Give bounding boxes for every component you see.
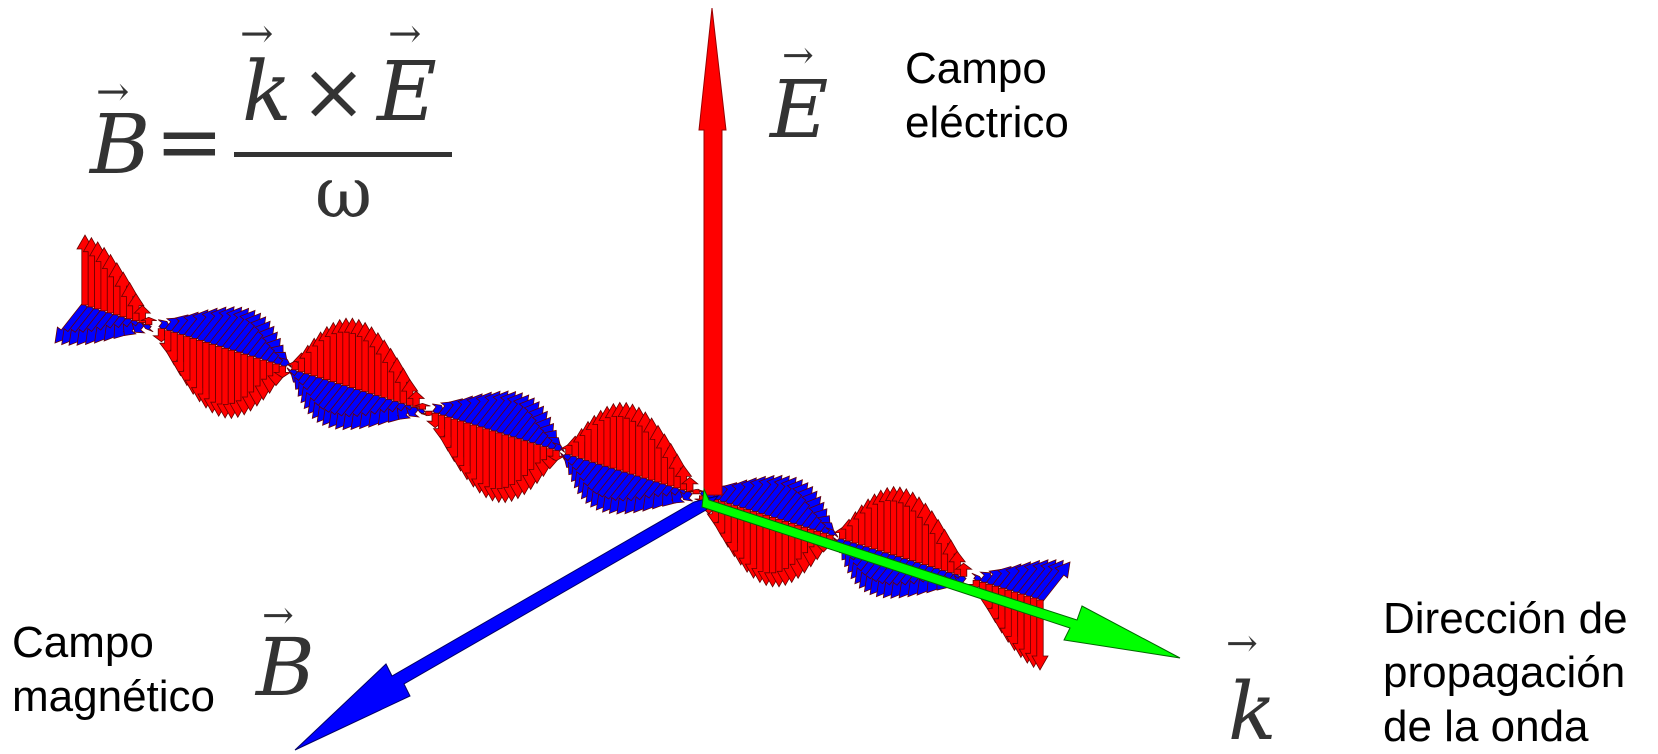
e-axis-vector-arrow: → bbox=[782, 33, 814, 77]
electric-field-arrow bbox=[948, 550, 967, 575]
k-axis-label-line-2: propagación bbox=[1383, 648, 1626, 697]
b-axis-label: Campo magnético bbox=[12, 616, 215, 724]
formula-lhs-vector-arrow: → bbox=[96, 69, 130, 115]
electric-field-arrow bbox=[414, 402, 431, 410]
electric-field-arrow bbox=[954, 562, 973, 577]
propagation-axis-arrow bbox=[701, 487, 1181, 659]
electric-field-arrow bbox=[546, 450, 566, 462]
formula-denominator: ω bbox=[315, 152, 373, 234]
electric-field-axis-arrow bbox=[698, 7, 727, 496]
formula-lhs: B bbox=[90, 105, 150, 187]
magnetic-field-arrow bbox=[825, 527, 839, 538]
formula-b-symbol: B bbox=[90, 98, 151, 193]
electric-field-arrow bbox=[127, 292, 145, 322]
magnetic-field-arrow bbox=[1036, 561, 1071, 603]
k-axis-label-line-3: de la onda bbox=[1383, 702, 1589, 751]
electric-field-arrow bbox=[273, 365, 292, 379]
formula-times: × bbox=[300, 45, 368, 138]
formula-fraction-bar bbox=[234, 152, 452, 157]
formula-e-vector-arrow: → bbox=[388, 11, 422, 57]
electric-field-arrow bbox=[680, 476, 699, 493]
k-axis-label-line-1: Dirección de bbox=[1383, 594, 1628, 643]
b-axis-label-line-2: magnético bbox=[12, 672, 216, 721]
magnetic-field-arrow bbox=[140, 321, 154, 333]
e-axis-label: Campo eléctrico bbox=[905, 42, 1069, 150]
magnetic-field-arrow bbox=[679, 489, 693, 502]
electric-field-arrow bbox=[674, 464, 693, 491]
e-axis-label-line-2: eléctrico bbox=[905, 98, 1069, 147]
b-axis-label-line-1: Campo bbox=[12, 618, 154, 667]
formula-k-vector-arrow: → bbox=[240, 11, 274, 57]
e-axis-symbol: E bbox=[770, 63, 829, 156]
magnetic-field-arrow bbox=[552, 442, 566, 454]
electric-field-arrow bbox=[400, 378, 419, 406]
magnetic-field-axis-arrow bbox=[294, 495, 720, 751]
k-axis-symbol: k bbox=[1228, 665, 1277, 754]
k-axis-vector-arrow: → bbox=[1226, 621, 1258, 665]
e-axis-label-line-1: Campo bbox=[905, 44, 1047, 93]
b-axis-symbol: B bbox=[256, 621, 315, 714]
electric-field-arrow bbox=[407, 390, 426, 408]
k-axis-label: Dirección de propagación de la onda bbox=[1383, 592, 1628, 754]
formula-equals: = bbox=[155, 95, 224, 190]
formula-numerator-k: k bbox=[242, 45, 292, 140]
formula-numerator-e: E bbox=[377, 45, 437, 140]
electric-field-arrow bbox=[688, 488, 705, 495]
electric-field-arrow bbox=[140, 316, 157, 326]
electric-field-arrow bbox=[133, 304, 152, 324]
b-axis-vector-arrow: → bbox=[262, 593, 294, 637]
wave-arrows-behind-axes bbox=[54, 234, 1071, 671]
